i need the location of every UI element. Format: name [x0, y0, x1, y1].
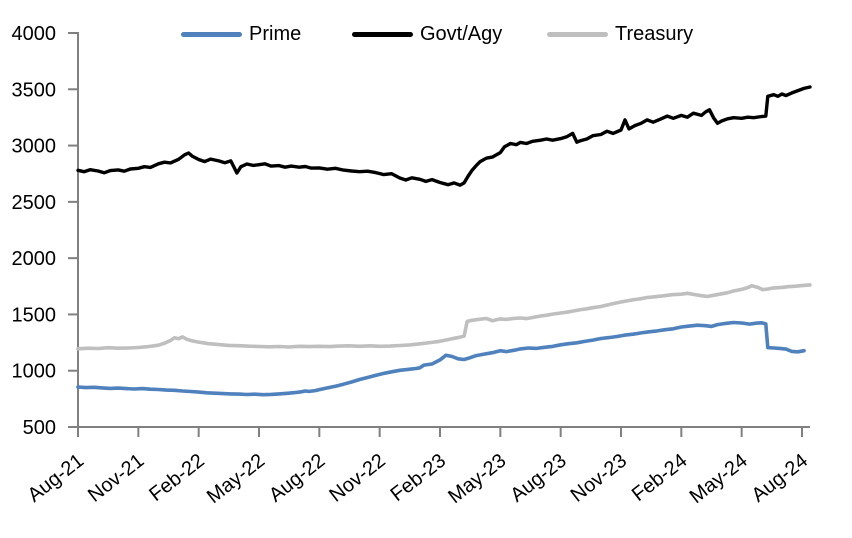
series-line-govt-agy: [76, 85, 812, 187]
x-axis-tick-label: Feb-23: [387, 450, 450, 506]
y-axis-tick-label: 2500: [12, 192, 57, 214]
chart-legend: Prime Govt/Agy Treasury: [0, 0, 852, 50]
x-axis-tick-label: Feb-22: [145, 450, 208, 506]
x-axis-tick-label: May-24: [686, 450, 752, 508]
x-axis-tick-label: Aug-21: [24, 450, 88, 507]
y-axis-tick-label: 2000: [12, 248, 57, 270]
y-axis-tick-label: 1500: [12, 304, 57, 326]
y-axis-tick-label: 500: [23, 417, 56, 439]
legend-label-govt-agy: Govt/Agy: [420, 23, 503, 45]
x-axis-tick-label: Aug-22: [265, 450, 329, 507]
x-axis-tick-label: Aug-23: [506, 450, 570, 507]
y-axis-tick-label: 1000: [12, 361, 57, 383]
legend-swatch-govt-agy: [352, 31, 413, 37]
legend-label-treasury: Treasury: [615, 23, 694, 45]
series-line-treasury: [76, 283, 812, 351]
legend-item-govt-agy: Govt/Agy: [352, 23, 502, 45]
legend-label-prime: Prime: [249, 23, 302, 45]
y-axis-tick-label: 3000: [12, 136, 57, 158]
legend-swatch-prime: [181, 31, 242, 37]
x-axis-tick-label: Feb-24: [628, 450, 691, 506]
legend-swatch-treasury: [547, 31, 608, 37]
legend-item-prime: Prime: [181, 23, 301, 45]
y-axis-tick-label: 3500: [12, 79, 57, 101]
y-axis-tick-label: 4000: [12, 23, 57, 45]
x-axis-tick-label: Nov-21: [84, 450, 148, 507]
x-axis-tick-label: Nov-23: [567, 450, 631, 507]
x-axis-tick-label: Nov-22: [325, 450, 389, 507]
x-axis-tick-label: May-22: [203, 450, 269, 508]
x-axis-tick-label: Aug-24: [748, 450, 812, 507]
series-line-prime: [76, 320, 806, 397]
x-axis-tick-label: May-23: [444, 450, 510, 508]
legend-item-treasury: Treasury: [547, 23, 693, 45]
